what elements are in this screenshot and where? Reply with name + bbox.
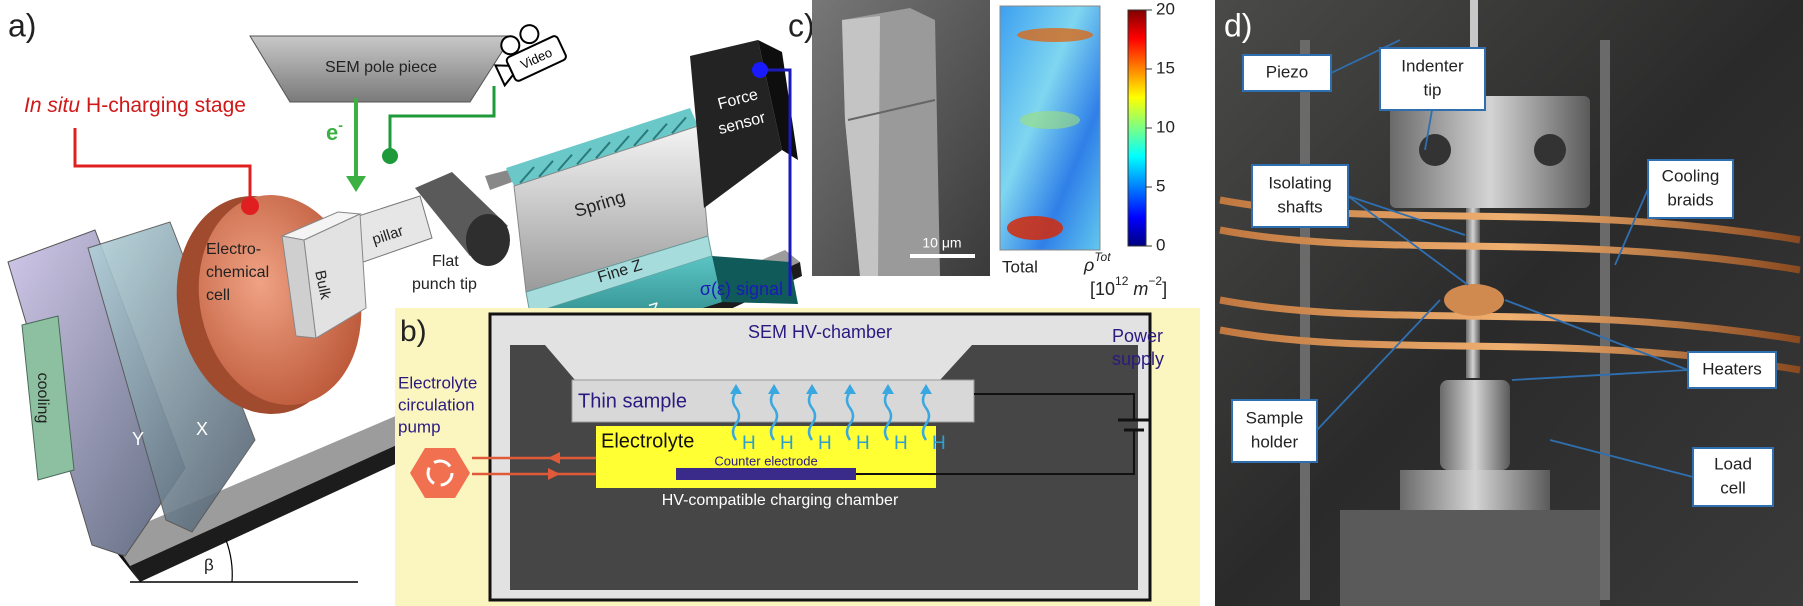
unit-part: [10 [1090,279,1115,299]
scale-bar-label: 10 μm [922,235,961,251]
density-symbol: ρ [1083,255,1094,275]
hydrogen-label: H [780,433,794,454]
hydrogen-label: H [932,433,946,454]
unit-part: m [1128,279,1148,299]
hydrogen-label: H [856,433,870,454]
callout-label: cell [1720,478,1746,497]
photo-base [1340,510,1600,606]
density-label: ρTot [1083,250,1111,275]
counter-electrode-label: Counter electrode [714,453,817,468]
pump-label: pump [398,417,441,436]
angle-label: β [204,555,214,574]
callout-label: tip [1424,80,1442,99]
callout-label: Isolating [1268,173,1331,192]
power-label: supply [1112,349,1164,369]
colorbar-tick-label: 20 [1156,0,1175,18]
photo-frame [1300,40,1310,600]
y-stage-label: Y [132,429,144,449]
charging-chamber-label: HV-compatible charging chamber [662,492,899,509]
callout-label: Indenter [1401,56,1464,75]
electron-sup: - [338,117,343,133]
hv-chamber-label: SEM HV-chamber [748,322,892,342]
stage-label-text: H-charging stage [86,94,246,117]
panel-label: c) [788,7,815,43]
pump-label: Electrolyte [398,373,477,392]
photo-load-cell [1400,470,1550,510]
electron-arrow [346,176,366,192]
sem-pole-piece-label: SEM pole piece [325,59,437,76]
cooling-label: cooling [34,373,51,424]
stage-label: In situ H-charging stage [24,94,246,117]
colorbar-tick-label: 15 [1156,58,1175,77]
density-warm [1020,111,1080,129]
stage-label-italic: In situ [24,94,80,117]
electron-label: e- [326,117,343,145]
callout-label: Sample [1246,408,1304,427]
photo-hole [1419,134,1451,166]
panel-label: a) [8,7,36,43]
unit-exp: 12 [1115,274,1129,288]
colorbar-tick-label: 5 [1156,176,1165,195]
density-unit: [1012 m−2] [1090,274,1167,299]
callout-label: braids [1667,190,1713,209]
punch-tip-face [466,214,510,266]
punch-tip-label: Flat [432,253,459,270]
punch-tip-label: punch tip [412,276,477,293]
panel-label: d) [1224,7,1252,43]
stage-wire [75,128,250,204]
figure: a)βcoolingYXElectro-chemicalcellBulkpill… [0,0,1803,606]
counter-electrode [676,468,856,480]
pump-label: circulation [398,395,475,414]
stage-node [241,197,259,215]
panel-label: b) [400,315,427,348]
callout-label: shafts [1277,197,1322,216]
hydrogen-label: H [818,433,832,454]
electron-symbol: e [326,120,338,145]
density-hot [1007,216,1063,240]
colorbar [1128,10,1146,246]
angle-arc [226,540,232,582]
colorbar-tick-label: 0 [1156,235,1165,254]
unit-exp: −2 [1148,274,1162,288]
signal-label: σ(ε) signal [700,279,783,299]
electrolyte-label: Electrolyte [601,430,694,452]
cell-label: cell [206,287,230,304]
density-sup: Tot [1094,250,1111,264]
photo-hole [1534,134,1566,166]
photo-heater [1444,284,1504,316]
total-label: Total [1002,257,1038,276]
callout-label: Piezo [1266,62,1309,81]
callout-label: holder [1251,432,1299,451]
thin-sample-label: Thin sample [578,390,687,412]
signal-node [752,62,768,78]
callout-label: Cooling [1662,166,1720,185]
power-label: Power [1112,326,1163,346]
cell-label: Electro- [206,241,261,258]
callout-label: Load [1714,454,1752,473]
x-stage-label: X [196,419,208,439]
density-hot [1017,28,1093,42]
hydrogen-label: H [894,433,908,454]
colorbar-tick-label: 10 [1156,117,1175,136]
photo-sample-holder [1440,380,1510,470]
callout-label: Heaters [1702,359,1762,378]
unit-part: ] [1162,279,1167,299]
cell-label: chemical [206,264,269,281]
video-node [382,148,398,164]
punch-rod [485,170,512,190]
hydrogen-label: H [742,433,756,454]
